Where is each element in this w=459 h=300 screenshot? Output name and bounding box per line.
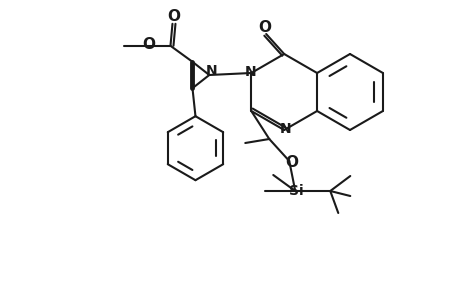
Text: O: O	[167, 9, 179, 24]
Text: O: O	[284, 154, 297, 169]
Text: N: N	[244, 65, 256, 79]
Text: N: N	[205, 64, 217, 78]
Text: Si: Si	[288, 184, 303, 198]
Text: O: O	[258, 20, 271, 34]
Text: O: O	[142, 37, 155, 52]
Text: N: N	[279, 122, 291, 136]
